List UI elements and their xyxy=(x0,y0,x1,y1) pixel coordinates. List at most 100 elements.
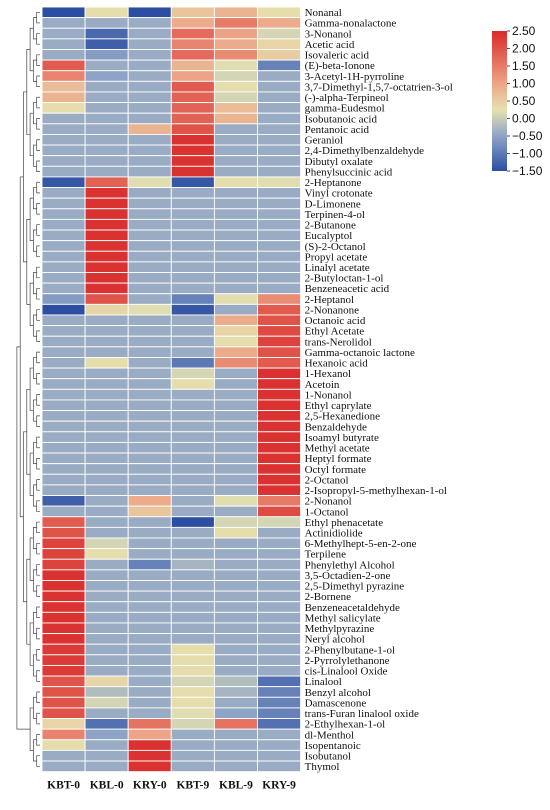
heatmap-cell xyxy=(170,165,215,178)
heatmap-cell xyxy=(213,70,258,82)
heatmap-cell xyxy=(127,580,172,592)
row-label: 1-Octanol xyxy=(305,506,349,518)
heatmap-cell xyxy=(213,516,258,528)
heatmap-cell xyxy=(170,473,215,486)
colorbar-tick-label: 1.00 xyxy=(512,77,536,91)
row-label: Isoamyl butyrate xyxy=(305,432,379,444)
heatmap-cell xyxy=(170,452,215,465)
colorbar-tick-label: −1.50 xyxy=(512,164,543,178)
heatmap-cell xyxy=(127,569,172,581)
heatmap-cell xyxy=(41,27,86,40)
row-label: 2-Heptanol xyxy=(305,294,354,306)
heatmap-cell xyxy=(127,452,172,465)
row-label: Terpinen-4-ol xyxy=(305,209,365,221)
heatmap-cell xyxy=(257,654,302,666)
heatmap-cell xyxy=(127,282,172,295)
heatmap-cell xyxy=(257,218,302,231)
heatmap-cell xyxy=(84,80,129,93)
heatmap-cell xyxy=(84,293,129,305)
heatmap-cell xyxy=(127,611,172,624)
dendrogram-branch xyxy=(26,219,31,305)
heatmap-cell xyxy=(127,484,172,496)
heatmap-cell xyxy=(213,537,258,550)
heatmap-cell xyxy=(257,6,302,19)
heatmap-cell xyxy=(41,378,86,390)
heatmap-cell xyxy=(84,410,129,422)
dendrogram-branch xyxy=(36,755,40,767)
dendrogram-branch xyxy=(33,229,37,252)
heatmap-cell xyxy=(213,760,258,773)
column-label: KBT-0 xyxy=(47,780,80,792)
heatmap-cell xyxy=(41,739,86,751)
heatmap-cell xyxy=(170,399,215,412)
heatmap-cell xyxy=(213,654,258,666)
dendrogram-branch xyxy=(29,622,34,666)
heatmap-cell xyxy=(213,144,258,157)
heatmap-cell xyxy=(257,91,302,104)
dendrogram-branch xyxy=(36,96,40,109)
row-label: (S)-2-Octanol xyxy=(305,241,366,253)
heatmap-cell xyxy=(127,208,172,220)
heatmap-cell xyxy=(41,70,86,82)
row-label: 2-Nonanone xyxy=(305,304,359,316)
heatmap-cell xyxy=(41,187,86,199)
heatmap-cell xyxy=(41,314,86,327)
dendrogram-branch xyxy=(36,54,40,66)
heatmap-cell xyxy=(257,208,302,220)
row-label: Heptyl formate xyxy=(305,453,372,465)
heatmap-cell xyxy=(170,144,215,157)
heatmap-cell xyxy=(257,760,302,773)
heatmap-cell xyxy=(257,240,302,252)
dendrogram-branch xyxy=(36,288,40,300)
dendrogram-branch xyxy=(36,606,40,618)
heatmap-cell xyxy=(41,229,86,242)
heatmap-cell xyxy=(257,749,302,762)
heatmap-cell xyxy=(257,261,302,273)
heatmap-cell xyxy=(257,367,302,380)
heatmap-cell xyxy=(84,633,129,645)
heatmap-cell xyxy=(170,548,215,560)
heatmap-cell xyxy=(84,516,129,528)
heatmap-cell xyxy=(170,463,215,475)
column-label: KBL-0 xyxy=(90,780,124,792)
heatmap-cell xyxy=(170,261,215,273)
dendrogram-branch xyxy=(36,181,40,194)
heatmap-cell xyxy=(41,569,86,581)
row-label: Benzeneacetaldehyde xyxy=(305,602,400,614)
dendrogram-branch xyxy=(29,452,34,496)
heatmap-cell xyxy=(170,388,215,401)
heatmap-cell xyxy=(213,580,258,592)
heatmap-cell xyxy=(257,49,302,61)
heatmap-cell xyxy=(127,516,172,528)
heatmap-cell xyxy=(84,548,129,560)
heatmap-cell xyxy=(257,357,302,369)
heatmap-cell xyxy=(170,484,215,496)
dendrogram-branch xyxy=(33,442,37,465)
heatmap-cell xyxy=(170,410,215,422)
heatmap-cell xyxy=(127,367,172,380)
heatmap-cell xyxy=(41,728,86,741)
row-label: Octyl formate xyxy=(305,464,367,476)
dendrogram-branch xyxy=(36,224,40,236)
heatmap-cell xyxy=(257,70,302,82)
row-label: Linalyl acetate xyxy=(305,262,370,274)
heatmap-cell xyxy=(127,590,172,603)
dendrogram-branch xyxy=(36,245,40,257)
dendrogram-branch xyxy=(33,187,37,210)
heatmap-cell xyxy=(84,229,129,242)
heatmap-cell xyxy=(170,272,215,284)
row-label: Benzaldehyde xyxy=(305,421,367,433)
heatmap-cell xyxy=(257,452,302,465)
heatmap-cell xyxy=(41,155,86,167)
heatmap-cell xyxy=(41,495,86,507)
heatmap-cell xyxy=(213,272,258,284)
row-label: 2,5-Hexanedione xyxy=(305,411,381,423)
dendrogram-branch xyxy=(36,649,40,661)
dendrogram-branch xyxy=(26,388,31,475)
heatmap-cell xyxy=(41,696,86,709)
heatmap-cell xyxy=(257,505,302,518)
row-label: (E)-beta-Ionone xyxy=(305,60,375,72)
heatmap-cell xyxy=(127,558,172,571)
heatmap-cell xyxy=(84,197,129,210)
heatmap-cell xyxy=(84,611,129,624)
